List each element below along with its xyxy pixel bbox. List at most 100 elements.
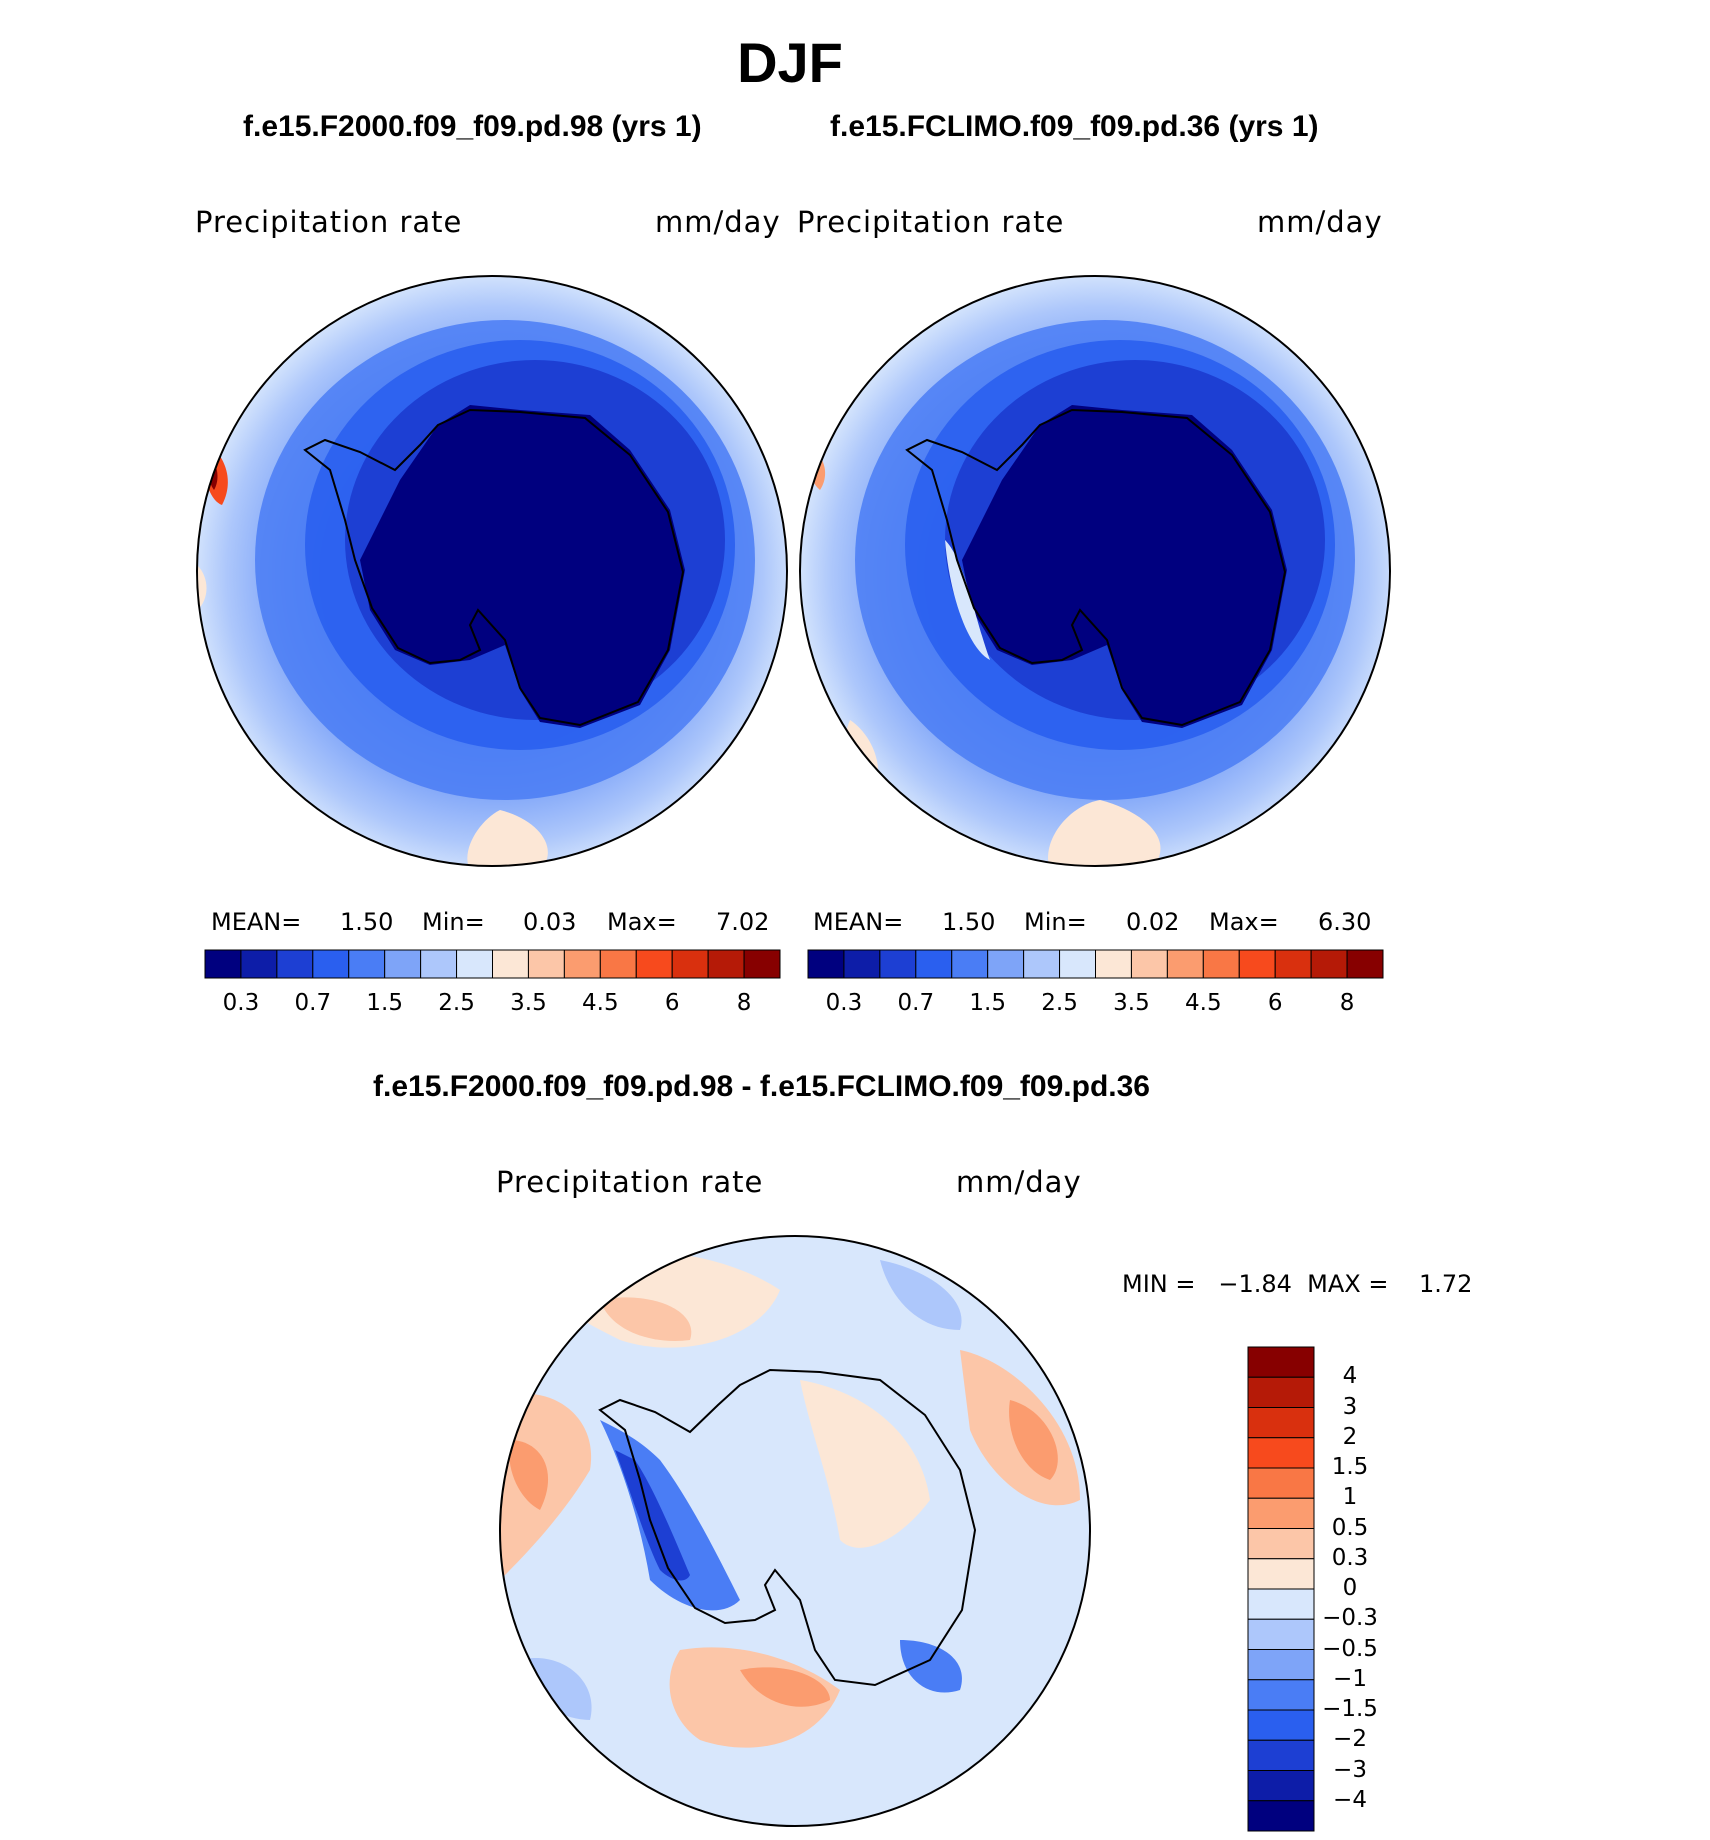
diff-colorbar-swatches [1247,1346,1315,1832]
left-mean-label: MEAN= [211,908,302,936]
left-panel-header: f.e15.F2000.f09_f09.pd.98 (yrs 1) [243,110,702,143]
colorbar-swatch [1274,949,1312,979]
colorbar-swatch [1247,1649,1315,1681]
colorbar-swatch [743,949,781,979]
colorbar-swatch [1310,949,1348,979]
colorbar-tick-label: 0.7 [897,990,935,1016]
right-colorbar-swatches [807,949,1384,979]
colorbar-tick-label: 6 [664,990,680,1016]
diff-minmax-label: MIN = −1.84 MAX = 1.72 [1122,1270,1473,1298]
colorbar-swatch [1346,949,1384,979]
colorbar-swatch [915,949,953,979]
diff-panel-header: f.e15.F2000.f09_f09.pd.98 - f.e15.FCLIMO… [373,1070,1150,1103]
colorbar-tick-label: 2 [1342,1423,1358,1450]
diff-variable-label: Precipitation rate [496,1165,764,1199]
left-units-label: mm/day [655,205,781,239]
colorbar-tick-label: 0 [1342,1575,1358,1601]
right-min-value: 0.02 [1126,908,1180,936]
colorbar-swatch [951,949,989,979]
right-mean-value: 1.50 [942,908,996,936]
colorbar-swatch [1247,1407,1315,1439]
right-max-label: Max= [1209,908,1279,936]
right-units-label: mm/day [1257,205,1383,239]
left-max-label: Max= [607,908,677,936]
colorbar-swatch [807,949,845,979]
colorbar-tick-label: 4.5 [1185,990,1222,1016]
colorbar-swatch [312,949,350,979]
colorbar-swatch [204,949,242,979]
colorbar-tick-label: 8 [1339,990,1355,1016]
colorbar-tick-label: −1 [1333,1665,1367,1692]
colorbar-tick-label: 0.3 [825,990,863,1016]
colorbar-tick-label: 2.5 [438,990,475,1016]
left-min-value: 0.03 [523,908,577,936]
colorbar-swatch [1023,949,1061,979]
colorbar-swatch [1247,1709,1315,1741]
colorbar-swatch [527,949,565,979]
colorbar-swatch [420,949,458,979]
colorbar-swatch [1247,1770,1315,1802]
colorbar-swatch [635,949,673,979]
colorbar-tick-label: 0.7 [294,990,332,1016]
colorbar-tick-label: −1.5 [1322,1696,1378,1722]
colorbar-swatch [1247,1588,1315,1620]
colorbar-tick-label: 8 [736,990,752,1016]
colorbar-swatch [1247,1528,1315,1560]
right-panel-header: f.e15.FCLIMO.f09_f09.pd.36 (yrs 1) [830,110,1319,143]
colorbar-tick-label: −2 [1333,1726,1367,1753]
colorbar-swatch [1247,1558,1315,1590]
figure-title: DJF [737,31,843,94]
colorbar-swatch [1247,1467,1315,1499]
left-variable-label: Precipitation rate [195,205,463,239]
colorbar-swatch [1247,1679,1315,1711]
colorbar-swatch [1130,949,1168,979]
colorbar-swatch [348,949,386,979]
colorbar-swatch [1247,1346,1315,1378]
colorbar-tick-label: 0.3 [1331,1544,1369,1571]
colorbar-swatch [1059,949,1096,979]
colorbar-tick-label: −3 [1333,1756,1367,1783]
colorbar-swatch [1095,949,1132,979]
left-mean-value: 1.50 [340,908,394,936]
colorbar-tick-label: −4 [1333,1786,1367,1813]
colorbar-tick-label: 3.5 [1113,990,1150,1016]
colorbar-tick-label: −0.5 [1322,1635,1378,1662]
colorbar-tick-label: −0.3 [1322,1605,1378,1632]
colorbar-swatch [276,949,314,979]
colorbar-swatch [1247,1800,1315,1832]
colorbar-tick-label: 2.5 [1041,990,1078,1016]
colorbar-swatch [456,949,493,979]
colorbar-tick-label: 4.5 [582,990,619,1016]
colorbar-swatch [707,949,745,979]
left-colorbar-swatches [204,949,781,979]
left-max-value: 7.02 [716,908,770,936]
colorbar-tick-label: 1.5 [1331,1454,1369,1480]
colorbar-swatch [1202,949,1240,979]
colorbar-tick-label: 0.3 [222,990,260,1016]
left-min-label: Min= [422,908,485,936]
colorbar-swatch [879,949,917,979]
colorbar-tick-label: 0.5 [1331,1514,1369,1541]
diff-units-label: mm/day [956,1165,1082,1199]
right-max-value: 6.30 [1318,908,1372,936]
right-min-label: Min= [1024,908,1087,936]
colorbar-swatch [240,949,278,979]
colorbar-swatch [1247,1437,1315,1469]
colorbar-swatch [599,949,637,979]
colorbar-tick-label: 4 [1342,1363,1358,1390]
colorbar-swatch [1247,1739,1315,1771]
colorbar-swatch [1247,1618,1315,1650]
colorbar-swatch [1247,1376,1315,1408]
right-mean-label: MEAN= [813,908,904,936]
right-variable-label: Precipitation rate [797,205,1065,239]
colorbar-swatch [492,949,529,979]
colorbar-swatch [563,949,601,979]
colorbar-swatch [843,949,881,979]
colorbar-swatch [384,949,422,979]
colorbar-tick-label: 1.5 [366,990,403,1016]
colorbar-tick-label: 3 [1342,1393,1358,1420]
colorbar-swatch [671,949,709,979]
colorbar-swatch [1238,949,1276,979]
colorbar-swatch [1166,949,1204,979]
colorbar-tick-label: 1 [1342,1484,1358,1511]
